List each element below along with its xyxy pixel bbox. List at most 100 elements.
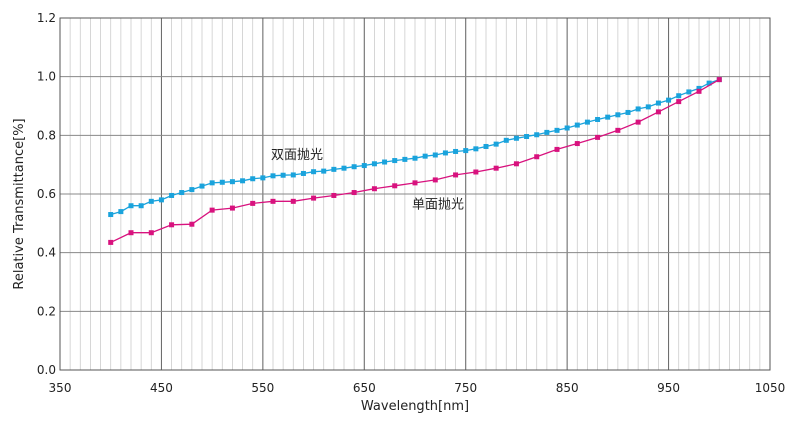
- data-point: [584, 119, 590, 125]
- data-point: [371, 186, 377, 192]
- data-point: [169, 222, 175, 228]
- data-point: [453, 148, 459, 154]
- data-point: [260, 175, 266, 181]
- data-point: [615, 112, 621, 118]
- data-point: [635, 119, 641, 125]
- data-point: [635, 106, 641, 112]
- data-point: [442, 150, 448, 156]
- data-point: [412, 155, 418, 161]
- data-point: [219, 179, 225, 185]
- annotation-double-polished: 双面抛光: [271, 148, 323, 163]
- data-point: [128, 230, 134, 236]
- data-point: [473, 146, 479, 152]
- data-point: [341, 165, 347, 171]
- data-point: [199, 183, 205, 189]
- data-point: [209, 207, 215, 213]
- data-point: [696, 85, 702, 91]
- data-point: [300, 170, 306, 176]
- data-point: [534, 132, 540, 138]
- data-point: [483, 143, 489, 149]
- data-point: [382, 159, 388, 165]
- x-tick-label: 350: [49, 381, 72, 395]
- data-point: [351, 190, 357, 196]
- plot-frame: [59, 17, 771, 371]
- data-point: [138, 203, 144, 209]
- data-point: [250, 176, 256, 182]
- series-layer: [108, 77, 722, 245]
- data-point: [463, 148, 469, 154]
- data-point: [331, 166, 337, 172]
- x-axis-title: Wavelength[nm]: [361, 399, 469, 414]
- data-point: [290, 172, 296, 178]
- data-point: [453, 172, 459, 178]
- x-axis-ticks: 350 450 550 650 750 850 950 1050: [49, 381, 786, 395]
- data-point: [371, 161, 377, 167]
- data-point: [311, 195, 317, 201]
- data-point: [392, 183, 398, 189]
- x-tick-label: 850: [556, 381, 579, 395]
- data-point: [645, 104, 651, 110]
- data-point: [158, 197, 164, 203]
- data-point: [412, 180, 418, 186]
- data-point: [148, 198, 154, 204]
- data-point: [361, 163, 367, 169]
- x-tick-label: 550: [251, 381, 274, 395]
- data-point: [189, 187, 195, 193]
- data-point: [118, 209, 124, 215]
- data-point: [108, 239, 114, 245]
- data-point: [554, 127, 560, 133]
- y-tick-label: 0.8: [37, 128, 56, 142]
- data-point: [148, 230, 154, 236]
- data-point: [493, 165, 499, 171]
- data-point: [554, 146, 560, 152]
- data-point: [716, 77, 722, 83]
- x-tick-label: 650: [353, 381, 376, 395]
- data-point: [280, 172, 286, 178]
- data-point: [676, 99, 682, 105]
- data-point: [615, 127, 621, 133]
- data-point: [625, 109, 631, 115]
- data-point: [564, 125, 570, 131]
- data-point: [706, 80, 712, 86]
- y-axis-title: Relative Transmittance[%]: [12, 118, 27, 289]
- data-point: [432, 177, 438, 183]
- data-point: [432, 152, 438, 158]
- data-point: [392, 158, 398, 164]
- y-tick-label: 0.2: [37, 304, 56, 318]
- data-point: [534, 154, 540, 160]
- y-axis-ticks: 0.0 0.2 0.4 0.6 0.8 1.0 1.2: [37, 11, 56, 377]
- data-point: [696, 88, 702, 94]
- data-point: [128, 203, 134, 209]
- data-point: [524, 134, 530, 140]
- series-double-polished: [108, 77, 722, 218]
- data-point: [676, 93, 682, 99]
- data-point: [686, 89, 692, 95]
- y-tick-label: 0.4: [37, 246, 56, 260]
- y-tick-label: 0.0: [37, 363, 56, 377]
- data-point: [595, 134, 601, 140]
- data-point: [595, 116, 601, 122]
- data-point: [331, 192, 337, 198]
- data-point: [513, 135, 519, 141]
- data-point: [666, 97, 672, 103]
- y-tick-label: 1.0: [37, 70, 56, 84]
- y-tick-label: 1.2: [37, 11, 56, 25]
- data-point: [574, 122, 580, 128]
- data-point: [544, 129, 550, 135]
- data-point: [655, 109, 661, 115]
- data-point: [209, 180, 215, 186]
- data-point: [605, 114, 611, 120]
- data-point: [169, 192, 175, 198]
- data-point: [240, 178, 246, 184]
- x-tick-label: 750: [454, 381, 477, 395]
- data-point: [503, 137, 509, 143]
- series-single-polished: [108, 77, 722, 245]
- data-point: [311, 169, 317, 175]
- data-point: [189, 221, 195, 227]
- y-tick-label: 0.6: [37, 187, 56, 201]
- x-tick-label: 950: [657, 381, 680, 395]
- data-point: [574, 141, 580, 147]
- data-point: [321, 168, 327, 174]
